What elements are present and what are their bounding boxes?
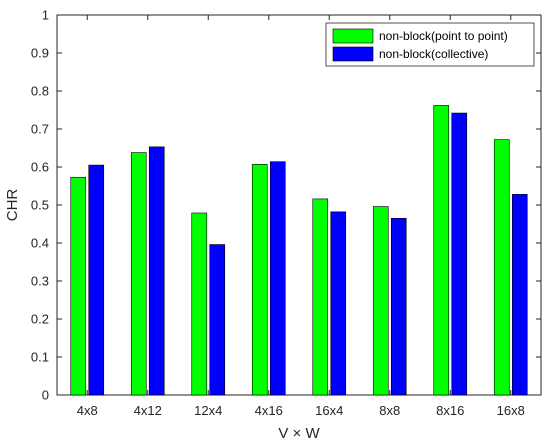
bars-layer: [70, 105, 528, 396]
y-tick-label: 0.9: [31, 46, 49, 61]
legend-label-point-to-point: non-block(point to point): [379, 29, 508, 43]
bar-point-to-point-4x8: [70, 176, 87, 396]
y-tick-label: 0.5: [31, 198, 49, 213]
bar-point-to-point-16x8: [493, 139, 510, 396]
legend-label-collective: non-block(collective): [379, 47, 488, 61]
bar-point-to-point-16x4: [312, 198, 329, 396]
x-tick-label: 12x4: [194, 403, 222, 418]
y-tick-label: 0.7: [31, 122, 49, 137]
bar-point-to-point-12x4: [191, 212, 208, 396]
bar-collective-12x4: [209, 244, 226, 396]
x-axis-ticks: 4x8 4x12 12x4 4x16 16x4 8x8 8x16 16x8: [77, 15, 525, 418]
y-tick-label: 0.1: [31, 350, 49, 365]
y-tick-label: 0.3: [31, 274, 49, 289]
bar-collective-8x16: [451, 112, 468, 396]
bar-point-to-point-4x12: [130, 152, 147, 396]
y-tick-label: 1: [42, 8, 49, 23]
y-axis-ticks: 0 0.1 0.2 0.3 0.4 0.5 0.6 0.7 0.8 0.9 1: [31, 8, 541, 403]
bar-point-to-point-8x16: [433, 105, 450, 396]
bar-collective-4x8: [88, 164, 105, 396]
bar-collective-8x8: [390, 218, 407, 396]
plot-area: [56, 14, 542, 396]
bar-collective-4x12: [148, 146, 165, 396]
bar-point-to-point-4x16: [251, 164, 268, 396]
x-tick-label: 4x8: [77, 403, 98, 418]
y-tick-label: 0.6: [31, 160, 49, 175]
legend-swatch-point-to-point: [332, 28, 374, 44]
x-tick-label: 4x16: [255, 403, 283, 418]
x-tick-label: 8x8: [379, 403, 400, 418]
y-tick-label: 0.2: [31, 312, 49, 327]
x-tick-label: 16x4: [315, 403, 343, 418]
y-tick-label: 0: [42, 388, 49, 403]
y-tick-label: 0.8: [31, 84, 49, 99]
legend: non-block(point to point) non-block(coll…: [325, 22, 535, 67]
x-axis-label: V × W: [278, 425, 320, 442]
bar-point-to-point-8x8: [372, 206, 389, 396]
bar-collective-16x4: [330, 211, 347, 396]
bar-collective-16x8: [511, 194, 528, 396]
y-tick-label: 0.4: [31, 236, 49, 251]
bar-collective-4x16: [269, 161, 286, 396]
x-tick-label: 4x12: [134, 403, 162, 418]
x-tick-label: 16x8: [497, 403, 525, 418]
x-tick-label: 8x16: [436, 403, 464, 418]
legend-swatch-collective: [332, 46, 374, 62]
y-axis-label: CHR: [4, 189, 21, 222]
